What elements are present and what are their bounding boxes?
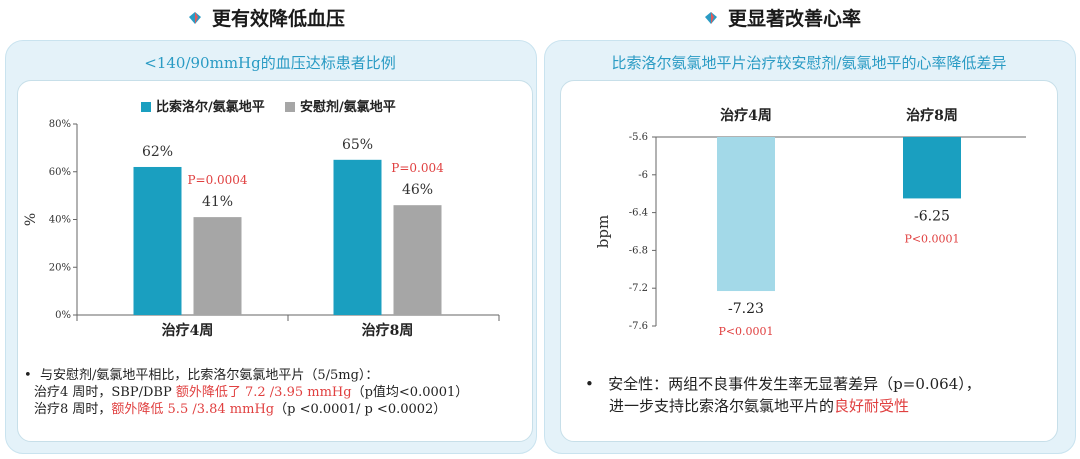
x-category-label: 治疗4周 (720, 107, 772, 124)
y-tick-label: 0% (55, 310, 71, 321)
y-tick-label: -6.4 (629, 208, 648, 219)
p-value-label: P=0.004 (391, 161, 444, 175)
legend-swatch (285, 102, 295, 112)
p-value-label: P<0.0001 (718, 325, 773, 338)
left-chart-card (17, 80, 533, 442)
diamond-icon (705, 11, 717, 24)
right-bar-chart: -5.6 -6 -6.4 -6.8 -7.2 -7.6 bpm 治疗4周 -7.23 P<0.00… (594, 107, 1026, 338)
diamond-icon (189, 11, 201, 24)
note-line-1: • 与安慰剂/氨氯地平相比，比索洛尔氨氯地平片（5/5mg）： (24, 368, 379, 383)
left-notes: • 与安慰剂/氨氯地平相比，比索洛尔氨氯地平片（5/5mg）： 治疗4 周时，S… (24, 367, 524, 418)
y-tick-label: -7.2 (629, 283, 648, 294)
note-line-2: 治疗4 周时，SBP/DBP 额外降低了 7.2 /3.95 mmHg（p值均<… (34, 385, 469, 400)
y-axis-label: bpm (594, 215, 612, 248)
bar (393, 205, 442, 315)
p-value-label: P=0.0004 (187, 173, 247, 187)
bar (133, 166, 182, 315)
x-category-label: 治疗8周 (906, 107, 958, 124)
y-tick-label: 40% (49, 215, 71, 226)
p-value-label: P<0.0001 (904, 232, 959, 245)
y-tick-label: -6.8 (629, 245, 648, 256)
note-line-3: 治疗8 周时，额外降低 5.5 /3.84 mmHg（p <0.0001/ p … (34, 402, 447, 417)
safety-line-1: • 安全性：两组不良事件发生率无显著差异（p=0.064）， (585, 375, 981, 393)
y-tick-label: -7.6 (629, 321, 648, 332)
bar-value-label: 62% (142, 144, 173, 160)
bar-value-label: 41% (202, 194, 233, 210)
safety-line-2: 进一步支持比索洛尔氨氯地平片的良好耐受性 (609, 397, 910, 415)
y-tick-label: 80% (49, 119, 71, 130)
right-section-title: 更显著改善心率 (704, 4, 861, 31)
legend-label: 安慰剂/氨氯地平 (300, 99, 396, 115)
x-category-label: 治疗8周 (362, 322, 414, 339)
right-chart-subtitle: 比索洛尔氨氯地平片治疗较安慰剂/氨氯地平的心率降低差异 (611, 54, 1007, 72)
x-category-label: 治疗4周 (162, 322, 214, 339)
bar (717, 137, 775, 292)
bar-value-label: -7.23 (728, 301, 764, 317)
bar (193, 217, 242, 315)
right-notes: • 安全性：两组不良事件发生率无显著差异（p=0.064）， 进一步支持比索洛尔… (585, 373, 1045, 417)
bar (333, 159, 382, 315)
y-tick-label: -5.6 (629, 132, 648, 143)
y-axis-label: % (23, 213, 39, 226)
left-chart-subtitle: <140/90mmHg的血压达标患者比例 (144, 54, 396, 72)
legend-swatch (141, 102, 151, 112)
legend-label: 比索洛尔/氨氯地平 (156, 99, 265, 115)
y-tick-label: -6 (638, 170, 648, 181)
y-tick-label: 60% (49, 167, 71, 178)
left-bar-chart: 比索洛尔/氨氯地平 安慰剂/氨氯地平 0% 20% 40% 60% 80%% 62% 41% P=… (23, 99, 500, 339)
left-section-title: 更有效降低血压 (188, 4, 345, 31)
bar-value-label: 65% (342, 137, 373, 153)
bar (903, 137, 961, 199)
y-tick-label: 20% (49, 262, 71, 273)
bar-value-label: 46% (402, 182, 433, 198)
bar-value-label: -6.25 (914, 208, 950, 224)
right-chart-card (560, 80, 1058, 442)
